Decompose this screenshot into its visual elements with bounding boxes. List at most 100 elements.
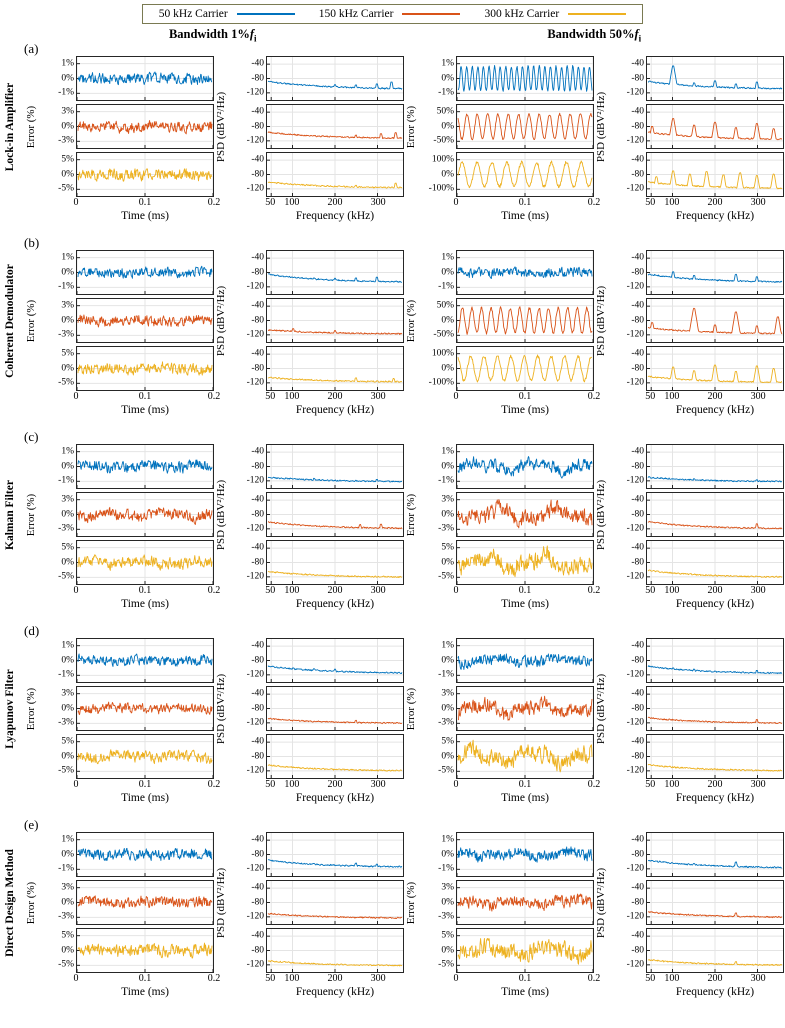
y-tick-label: -80 bbox=[251, 364, 264, 374]
y-tick-label: -40 bbox=[631, 835, 644, 845]
y-axis-label-text: PSD (dBV²/Hz) bbox=[595, 285, 607, 355]
y-tick-label: -120 bbox=[627, 136, 644, 146]
subplot-yellow: -40-80-120 bbox=[266, 152, 404, 197]
legend-line-swatch bbox=[402, 13, 460, 15]
x-tick-label: 50 bbox=[265, 197, 275, 208]
y-tick-label: -120 bbox=[627, 88, 644, 98]
y-tick-label: -40 bbox=[251, 931, 264, 941]
y-tick-label: -80 bbox=[631, 122, 644, 132]
y-tick-label: 1% bbox=[441, 447, 454, 457]
column-header-bandwidth-1pct: Bandwidth 1%fi bbox=[22, 27, 404, 43]
y-tick-label: 1% bbox=[61, 447, 74, 457]
y-tick-label: -1% bbox=[58, 477, 74, 487]
y-tick-label: -3% bbox=[438, 525, 454, 535]
y-tick-label: 5% bbox=[61, 543, 74, 553]
y-tick-label: 0% bbox=[441, 558, 454, 568]
signal-plot bbox=[457, 541, 593, 584]
y-tick-label: 5% bbox=[441, 931, 454, 941]
y-tick-label: 0% bbox=[441, 946, 454, 956]
y-tick-label: -3% bbox=[58, 719, 74, 729]
signal-plot bbox=[457, 105, 593, 148]
y-tick-label: -1% bbox=[438, 89, 454, 99]
x-axis-label: Frequency (kHz) bbox=[646, 598, 784, 610]
signal-plot bbox=[647, 929, 783, 972]
y-axis-label: PSD (dBV²/Hz) bbox=[594, 444, 608, 585]
y-tick-label: 0% bbox=[61, 316, 74, 326]
x-tick-label: 0.2 bbox=[208, 779, 221, 790]
subplot-orange: 3%0%-3% bbox=[76, 104, 214, 149]
x-tick-label: 0.1 bbox=[519, 779, 532, 790]
y-tick-label: -80 bbox=[631, 898, 644, 908]
y-tick-label: -120 bbox=[247, 912, 264, 922]
x-tick-label: 100 bbox=[664, 391, 679, 402]
y-axis-label-text: Error (%) bbox=[25, 105, 37, 147]
y-axis-label-text: PSD (dBV²/Hz) bbox=[595, 479, 607, 549]
signal-plot bbox=[267, 493, 403, 536]
subplot-orange: 3%0%-3% bbox=[456, 880, 594, 925]
y-tick-label: -80 bbox=[631, 364, 644, 374]
y-tick-label: -80 bbox=[251, 74, 264, 84]
subplot-orange: 3%0%-3% bbox=[76, 298, 214, 343]
y-axis-label-text: Error (%) bbox=[25, 299, 37, 341]
x-axis-label: Frequency (kHz) bbox=[646, 986, 784, 998]
y-tick-label: 0% bbox=[61, 898, 74, 908]
x-tick-label: 0.2 bbox=[588, 779, 601, 790]
subplot-orange: 3%0%-3% bbox=[456, 492, 594, 537]
y-tick-label: -40 bbox=[251, 59, 264, 69]
y-tick-label: -1% bbox=[58, 283, 74, 293]
signal-plot bbox=[457, 299, 593, 342]
y-tick-label: 3% bbox=[61, 301, 74, 311]
header-text: Bandwidth 50% bbox=[547, 27, 634, 41]
panel-letter: (a) bbox=[24, 41, 38, 57]
y-axis-label-text: Error (%) bbox=[405, 299, 417, 341]
signal-plot bbox=[457, 833, 593, 876]
subplot-orange: -40-80-120 bbox=[646, 492, 784, 537]
subplot-orange: -40-80-120 bbox=[266, 104, 404, 149]
subplot-blue: -40-80-120 bbox=[646, 250, 784, 295]
y-axis-label: PSD (dBV²/Hz) bbox=[214, 56, 228, 197]
y-tick-label: -120 bbox=[627, 184, 644, 194]
y-axis-label-text: PSD (dBV²/Hz) bbox=[215, 673, 227, 743]
y-tick-label: -80 bbox=[631, 558, 644, 568]
y-axis-label: Error (%) bbox=[404, 250, 418, 391]
x-tick-label: 0 bbox=[454, 391, 459, 402]
y-tick-label: 50% bbox=[437, 301, 454, 311]
subplot-blue: 1%0%-1% bbox=[76, 56, 214, 101]
x-tick-label: 0 bbox=[74, 391, 79, 402]
y-tick-label: -80 bbox=[631, 656, 644, 666]
x-axis-label: Time (ms) bbox=[76, 598, 214, 610]
y-tick-label: 0% bbox=[441, 510, 454, 520]
x-tick-label: 50 bbox=[645, 973, 655, 984]
legend-item: 50 kHz Carrier bbox=[159, 8, 295, 20]
y-axis-label: PSD (dBV²/Hz) bbox=[214, 638, 228, 779]
y-tick-label: -80 bbox=[251, 316, 264, 326]
y-tick-label: -40 bbox=[251, 155, 264, 165]
signal-plot bbox=[457, 493, 593, 536]
y-tick-label: -120 bbox=[627, 378, 644, 388]
method-label: Lock-in Amplifier bbox=[2, 56, 18, 197]
signal-plot bbox=[457, 881, 593, 924]
y-tick-label: -5% bbox=[58, 379, 74, 389]
y-tick-label: 3% bbox=[61, 495, 74, 505]
y-tick-label: -1% bbox=[58, 671, 74, 681]
subplot-stack: 1%0%-1%3%0%-3%5%0%-5% bbox=[76, 638, 214, 779]
y-axis-label-text: PSD (dBV²/Hz) bbox=[595, 91, 607, 161]
y-axis-label: Error (%) bbox=[24, 444, 38, 585]
y-axis-label-text: PSD (dBV²/Hz) bbox=[595, 867, 607, 937]
